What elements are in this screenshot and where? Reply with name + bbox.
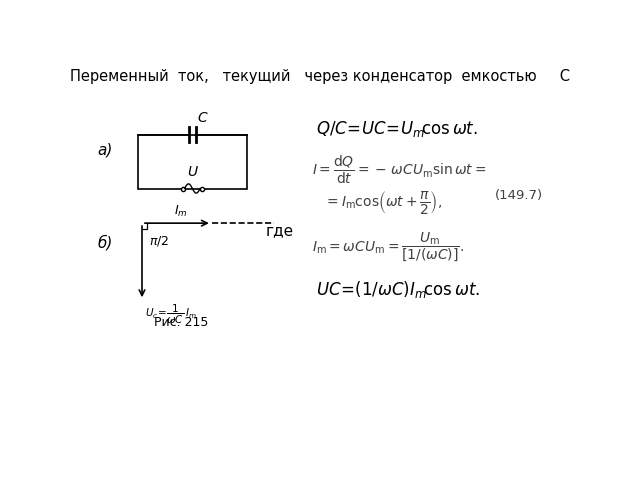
Text: где: где bbox=[266, 223, 294, 239]
Text: $UC\!=\!(1/\omega C)I_m\!\cos\omega t.$: $UC\!=\!(1/\omega C)I_m\!\cos\omega t.$ bbox=[316, 279, 481, 300]
Text: $Q/C\!=\!UC\!=\!U_m\!\cos\omega t.$: $Q/C\!=\!UC\!=\!U_m\!\cos\omega t.$ bbox=[316, 119, 478, 139]
Text: $I_{\rm m}=\omega C U_{\rm m}=\dfrac{U_{\rm m}}{[1/(\omega C)]}.$: $I_{\rm m}=\omega C U_{\rm m}=\dfrac{U_{… bbox=[312, 231, 465, 264]
Text: $=I_{\rm m}\cos\!\left(\omega t+\dfrac{\pi}{2}\right),$: $=I_{\rm m}\cos\!\left(\omega t+\dfrac{\… bbox=[324, 189, 442, 216]
Text: $U_c\!=\!\dfrac{1}{\omega C}\,I_m$: $U_c\!=\!\dfrac{1}{\omega C}\,I_m$ bbox=[145, 303, 197, 326]
Text: C: C bbox=[198, 111, 207, 125]
Text: Рис. 215: Рис. 215 bbox=[154, 315, 208, 328]
Text: а): а) bbox=[97, 143, 113, 157]
Text: U: U bbox=[188, 165, 197, 179]
Text: $I_m$: $I_m$ bbox=[174, 204, 188, 219]
Text: б): б) bbox=[97, 235, 113, 250]
Bar bbox=[138, 134, 246, 189]
Text: (149.7): (149.7) bbox=[495, 189, 543, 202]
Text: $I=\dfrac{\mathrm{d}Q}{\mathrm{d}t}=-\,\omega C U_{\rm m}\sin\omega t=$: $I=\dfrac{\mathrm{d}Q}{\mathrm{d}t}=-\,\… bbox=[312, 154, 487, 186]
Text: Переменный  ток,   текущий   через конденсатор  емкостью     C: Переменный ток, текущий через конденсато… bbox=[70, 69, 570, 84]
Text: $\pi/2$: $\pi/2$ bbox=[149, 234, 169, 248]
